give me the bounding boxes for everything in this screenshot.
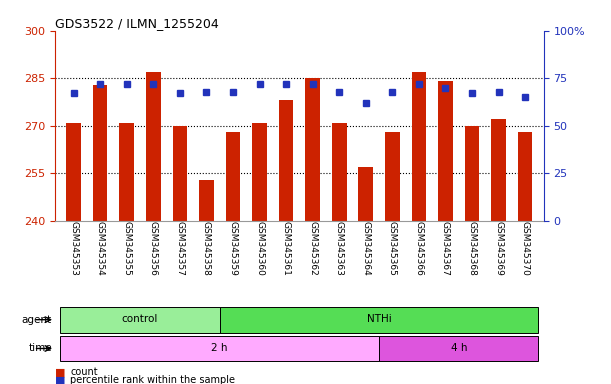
Bar	[359, 167, 373, 221]
Bar	[465, 126, 480, 221]
Bar	[438, 81, 453, 221]
Bar	[379, 336, 538, 361]
Text: GSM345367: GSM345367	[441, 221, 450, 276]
Text: GDS3522 / ILMN_1255204: GDS3522 / ILMN_1255204	[55, 17, 219, 30]
Text: 4 h: 4 h	[450, 343, 467, 353]
Bar	[518, 132, 533, 221]
Text: agent: agent	[22, 314, 52, 325]
Text: GSM345365: GSM345365	[388, 221, 397, 276]
Text: ■: ■	[55, 375, 65, 384]
Text: GSM345360: GSM345360	[255, 221, 264, 276]
Bar	[60, 336, 379, 361]
Bar	[146, 72, 161, 221]
Text: GSM345369: GSM345369	[494, 221, 503, 276]
Text: GSM345362: GSM345362	[308, 221, 317, 276]
Bar	[252, 122, 267, 221]
Bar	[93, 84, 108, 221]
Text: ■: ■	[55, 367, 65, 377]
Text: GSM345357: GSM345357	[175, 221, 185, 276]
Text: control: control	[122, 314, 158, 324]
Bar	[172, 126, 187, 221]
Bar	[199, 180, 214, 221]
Text: NTHi: NTHi	[367, 314, 392, 324]
Text: GSM345361: GSM345361	[282, 221, 291, 276]
Text: time: time	[28, 343, 52, 354]
Text: GSM345366: GSM345366	[414, 221, 423, 276]
Bar	[306, 78, 320, 221]
Bar	[412, 72, 426, 221]
Bar	[66, 122, 81, 221]
Bar	[279, 100, 293, 221]
Text: GSM345363: GSM345363	[335, 221, 344, 276]
Text: GSM345355: GSM345355	[122, 221, 131, 276]
Text: percentile rank within the sample: percentile rank within the sample	[70, 375, 235, 384]
Text: 2 h: 2 h	[211, 343, 228, 353]
Bar	[119, 122, 134, 221]
Text: GSM345358: GSM345358	[202, 221, 211, 276]
Text: GSM345356: GSM345356	[149, 221, 158, 276]
Text: GSM345359: GSM345359	[229, 221, 238, 276]
Text: GSM345354: GSM345354	[96, 221, 104, 276]
Text: GSM345368: GSM345368	[467, 221, 477, 276]
Text: GSM345353: GSM345353	[69, 221, 78, 276]
Bar	[491, 119, 506, 221]
Bar	[332, 122, 346, 221]
Text: count: count	[70, 367, 98, 377]
Text: GSM345370: GSM345370	[521, 221, 530, 276]
Bar	[60, 307, 220, 333]
Bar	[220, 307, 538, 333]
Text: GSM345364: GSM345364	[361, 221, 370, 276]
Bar	[385, 132, 400, 221]
Bar	[225, 132, 240, 221]
